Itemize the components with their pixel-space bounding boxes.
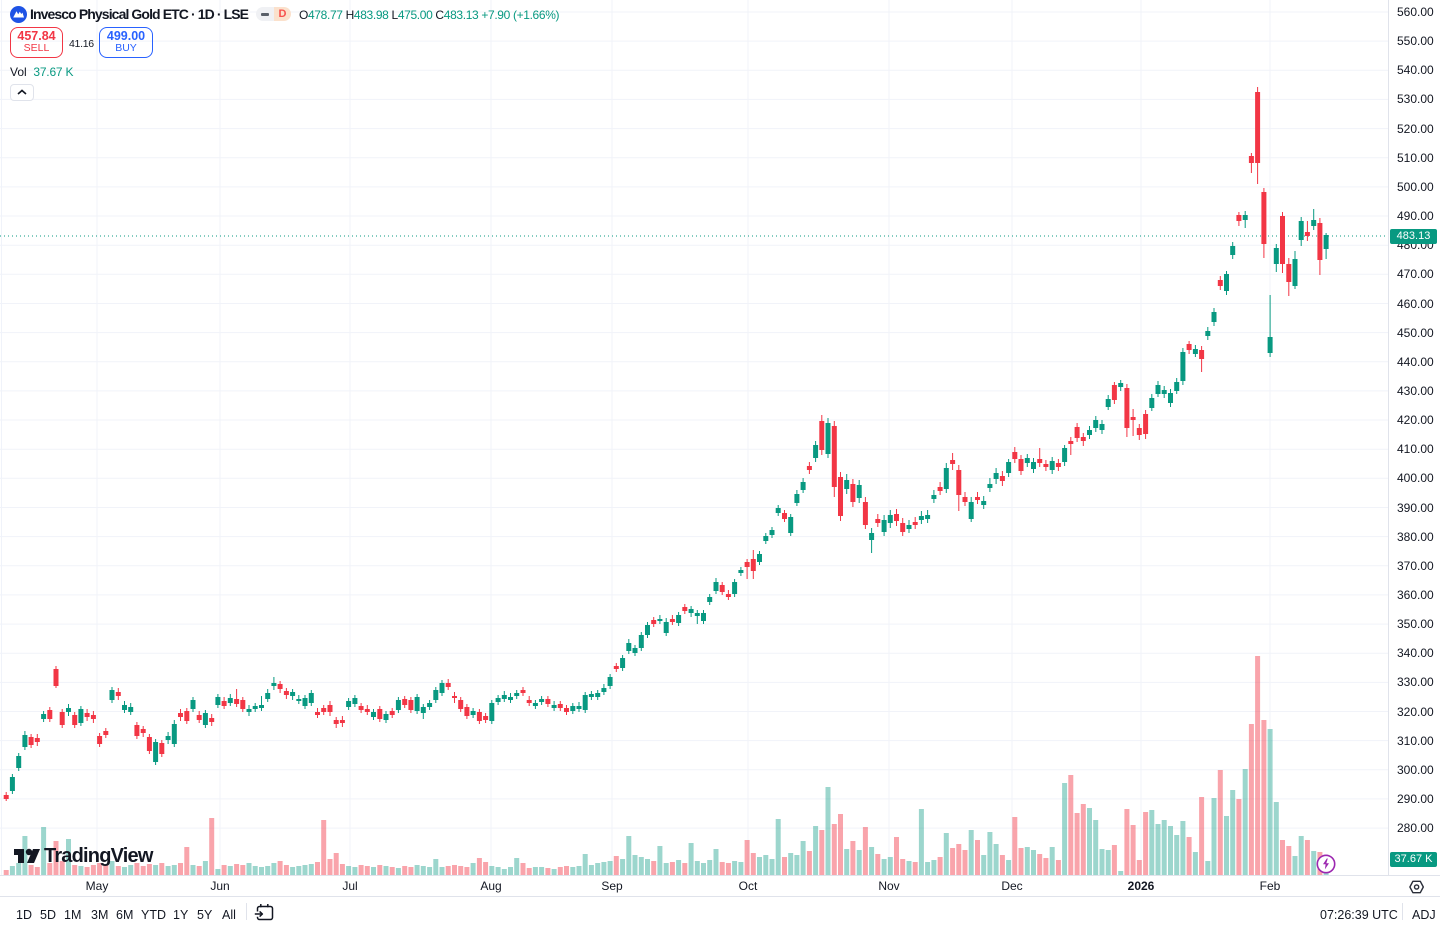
- svg-text:TradingView: TradingView: [44, 845, 154, 867]
